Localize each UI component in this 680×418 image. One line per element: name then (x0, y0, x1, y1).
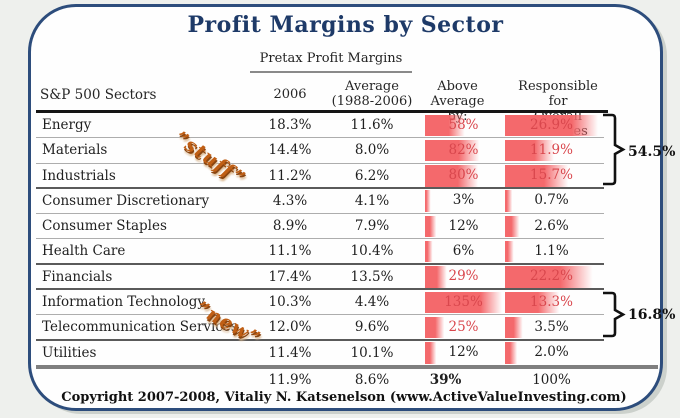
above-average-bar-cell: 12% (425, 215, 502, 238)
sector-label: Health Care (42, 243, 126, 260)
value-2006: 18.3% (268, 117, 312, 133)
value-responsible: 15.7% (530, 167, 573, 184)
totals-divider-line (36, 365, 658, 369)
column-group-label: Pretax Profit Margins (259, 51, 403, 66)
value-responsible: 1.1% (534, 242, 569, 259)
value-responsible: 11.9% (530, 141, 573, 158)
value-average: 6.2% (354, 167, 390, 184)
sector-label: Utilities (42, 344, 97, 361)
sector-label: Consumer Staples (42, 218, 167, 235)
value-average: 10.4% (350, 243, 394, 260)
bracket-new-label: 16.8% (628, 307, 676, 323)
table-row: Information Technology 10.3% 4.4% 135% 1… (36, 290, 604, 316)
responsible-bar-cell: 3.5% (505, 316, 598, 339)
sector-label: Industrials (42, 167, 116, 184)
value-2006: 12.0% (268, 319, 312, 336)
table-row: Consumer Staples 8.9% 7.9% 12% 2.6% (36, 214, 604, 240)
value-average: 7.9% (354, 218, 390, 235)
value-2006: 11.2% (268, 167, 312, 184)
value-2006: 11.1% (268, 243, 312, 260)
value-above-average: 135% (444, 293, 483, 310)
table-row: Financials 17.4% 13.5% 29% 22.2% (36, 265, 604, 291)
value-responsible: 13.3% (530, 293, 573, 310)
bracket-new-group (603, 291, 626, 338)
responsible-bar-cell: 13.3% (505, 291, 598, 314)
value-responsible: 2.6% (534, 217, 569, 234)
column-header-2006: 2006 (273, 87, 307, 102)
sector-label: Energy (42, 117, 92, 133)
table-row: Industrials 11.2% 6.2% 80% 15.7% (36, 164, 604, 189)
responsible-bar-cell: 26.9% (505, 114, 598, 136)
total-2006: 11.9% (268, 372, 312, 388)
responsible-bar-cell: 15.7% (505, 165, 598, 187)
value-above-average: 6% (452, 242, 475, 259)
value-responsible: 0.7% (534, 192, 569, 209)
table-row: Energy 18.3% 11.6% 58% 26.9% (36, 113, 604, 139)
value-average: 4.4% (354, 294, 390, 311)
responsible-bar-cell: 1.1% (505, 240, 598, 263)
value-above-average: 12% (448, 217, 479, 234)
responsible-bar-cell: 22.2% (505, 266, 598, 288)
header-divider-line (36, 110, 608, 113)
column-group-underline (250, 71, 412, 73)
total-average: 8.6% (354, 372, 390, 388)
value-average: 8.0% (354, 142, 390, 159)
value-2006: 8.9% (272, 218, 308, 235)
value-responsible: 22.2% (530, 268, 573, 285)
table-row: Materials 14.4% 8.0% 82% 11.9% (36, 138, 604, 164)
value-2006: 14.4% (268, 142, 312, 159)
column-header-sectors: S&P 500 Sectors (40, 87, 157, 103)
column-header-average: Average (1988-2006) (331, 79, 413, 109)
value-above-average: 3% (452, 192, 475, 209)
table-row: Utilities 11.4% 10.1% 12% 2.0% (36, 341, 604, 366)
value-above-average: 58% (448, 116, 479, 133)
responsible-bar-cell: 11.9% (505, 139, 598, 162)
table-row: Health Care 11.1% 10.4% 6% 1.1% (36, 239, 604, 265)
value-above-average: 29% (448, 268, 479, 285)
responsible-bar-cell: 2.0% (505, 342, 598, 364)
copyright-text: Copyright 2007-2008, Vitaliy N. Katsenel… (61, 390, 627, 405)
responsible-bar-cell: 0.7% (505, 190, 598, 212)
above-average-bar-cell: 25% (425, 316, 502, 339)
value-average: 10.1% (350, 344, 394, 361)
value-2006: 4.3% (272, 192, 308, 209)
value-2006: 10.3% (268, 294, 312, 311)
bracket-stuff-group (603, 113, 626, 186)
value-responsible: 3.5% (534, 318, 569, 335)
above-average-bar-cell: 12% (425, 342, 502, 364)
value-above-average: 82% (448, 141, 479, 158)
value-average: 11.6% (350, 117, 394, 133)
above-average-bar-cell: 6% (425, 240, 502, 263)
value-above-average: 80% (448, 167, 479, 184)
above-average-bar-cell: 29% (425, 266, 502, 288)
value-average: 9.6% (354, 319, 390, 336)
table-row: Telecommunication Services 12.0% 9.6% 25… (36, 315, 604, 341)
value-2006: 11.4% (268, 344, 312, 361)
sector-label: Information Technology (42, 294, 206, 311)
above-average-bar-cell: 3% (425, 190, 502, 212)
table-body: Energy 18.3% 11.6% 58% 26.9% Materials 1… (36, 113, 604, 366)
value-responsible: 2.0% (534, 344, 569, 361)
table-row: Consumer Discretionary 4.3% 4.1% 3% 0.7% (36, 189, 604, 215)
value-above-average: 25% (448, 318, 479, 335)
above-average-bar-cell: 82% (425, 139, 502, 162)
responsible-bar-cell: 2.6% (505, 215, 598, 238)
sector-label: Financials (42, 268, 113, 285)
value-average: 13.5% (350, 268, 394, 285)
value-2006: 17.4% (268, 268, 312, 285)
value-average: 4.1% (354, 192, 390, 209)
value-responsible: 26.9% (530, 116, 573, 133)
sector-label: Consumer Discretionary (42, 192, 210, 209)
above-average-bar-cell: 135% (425, 291, 502, 314)
total-responsible: 100% (532, 372, 571, 388)
page-title: Profit Margins by Sector (187, 12, 504, 38)
sector-label: Telecommunication Services (42, 319, 238, 336)
above-average-bar-cell: 80% (425, 165, 502, 187)
bracket-stuff-label: 54.5% (628, 144, 676, 160)
sector-label: Materials (42, 142, 108, 159)
value-above-average: 12% (448, 344, 479, 361)
total-above-average: 39% (429, 372, 462, 388)
above-average-bar-cell: 58% (425, 114, 502, 136)
